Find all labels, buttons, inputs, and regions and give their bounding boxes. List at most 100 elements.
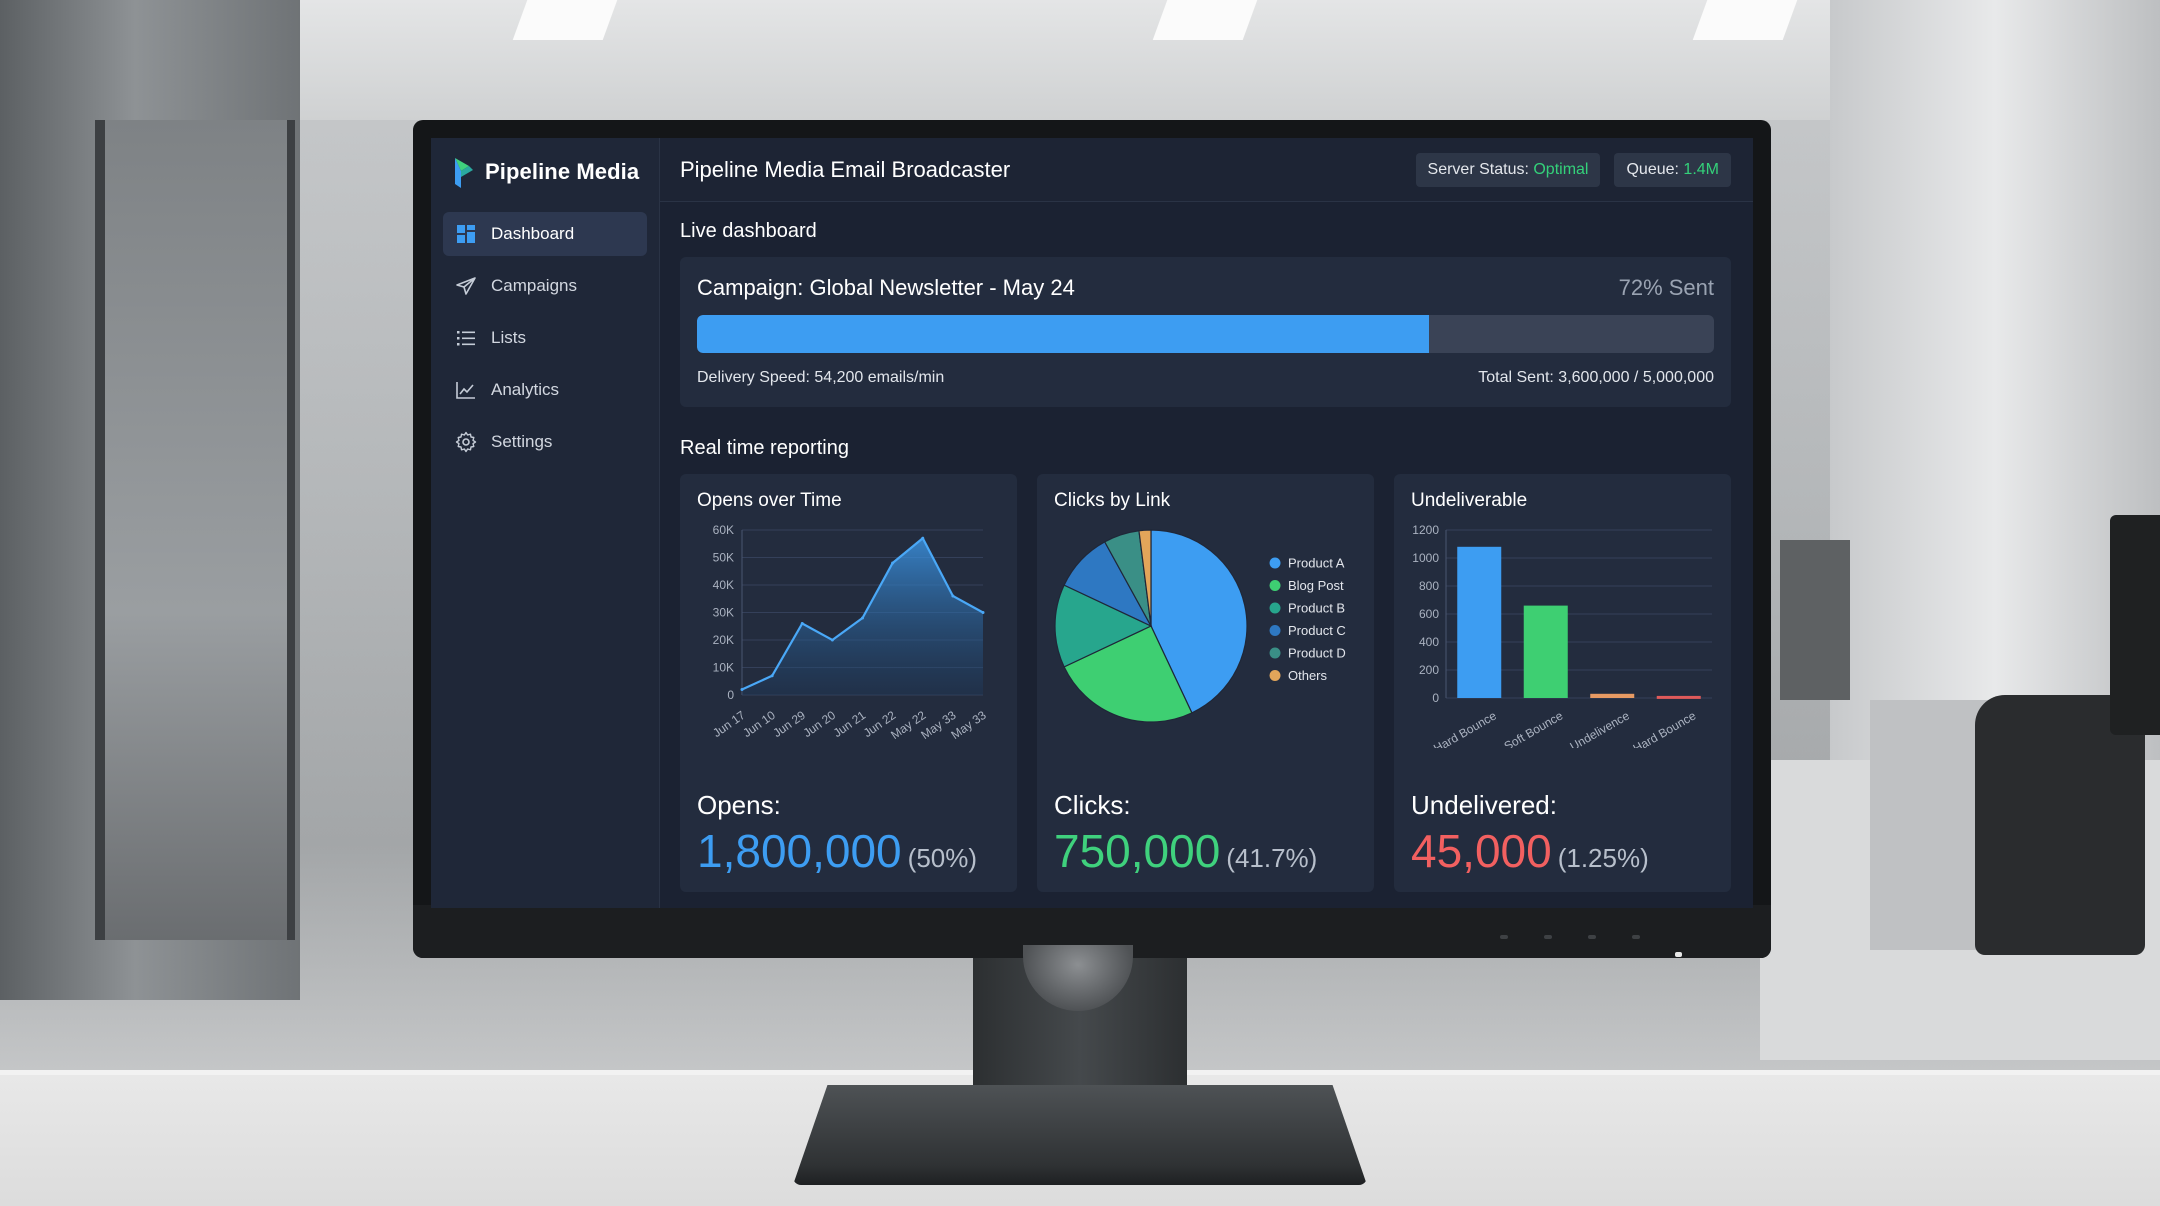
x-tick-label: Jun 21 [831, 708, 869, 740]
total-sent: Total Sent: 3,600,000 / 5,000,000 [1478, 369, 1714, 386]
legend-label: Blog Post [1288, 578, 1344, 593]
clicks-kpi: 750,000 (41.7%) [1054, 824, 1317, 878]
legend-label: Product C [1288, 623, 1346, 638]
legend-swatch [1269, 557, 1281, 569]
x-tick-label: Jun 20 [801, 708, 839, 740]
sidebar-item-label: Campaigns [491, 276, 577, 295]
opens-point [861, 616, 864, 620]
undeliverable-kpi-label: Undelivered: [1411, 790, 1557, 820]
brand-name: Pipeline Media [485, 159, 640, 184]
bar [1523, 605, 1568, 698]
opens-area [742, 538, 983, 695]
sidebar-item-analytics[interactable]: Analytics [443, 368, 647, 412]
pipeline-logo-icon [453, 156, 475, 188]
campaign-title: Campaign: Global Newsletter - May 24 [697, 275, 1075, 300]
background-monitor [1780, 540, 1850, 700]
background-monitor [2110, 515, 2160, 735]
ceiling-light [1692, 0, 1798, 40]
y-tick-label: 10K [713, 661, 734, 675]
opens-kpi: 1,800,000 (50%) [697, 824, 977, 878]
x-tick-label: Hard Bounce [1431, 708, 1499, 748]
background-chair [1975, 695, 2145, 955]
sidebar-item-label: Lists [491, 328, 526, 347]
opens-kpi-label: Opens: [697, 790, 781, 820]
x-tick-label: May 33 [948, 708, 989, 742]
opens-point [891, 561, 895, 565]
app-screen: Pipeline Media Dashboard Campaigns Lists… [431, 138, 1753, 908]
opens-kpi-value: 1,800,000 [697, 825, 902, 877]
legend-swatch [1269, 580, 1281, 591]
background-cabinet [1870, 700, 1990, 950]
brand[interactable]: Pipeline Media [443, 154, 647, 190]
monitor-stand-base [793, 1085, 1367, 1185]
legend-swatch [1269, 670, 1281, 681]
sidebar-item-campaigns[interactable]: Campaigns [443, 264, 647, 308]
bar [1590, 693, 1635, 698]
x-tick-label: Soft Bounce [1502, 708, 1566, 748]
ceiling-light [512, 0, 618, 40]
x-tick-label: Undelivence [1568, 708, 1632, 748]
monitor-button[interactable] [1588, 935, 1596, 939]
opens-point [770, 674, 774, 678]
ceiling-light [1152, 0, 1258, 40]
y-tick-label: 200 [1419, 663, 1439, 677]
opens-card[interactable]: Opens over Time 0 10K 20K 30K 40K 50K 60K Jun 1… [680, 474, 1017, 892]
undeliverable-card[interactable]: Undeliverable 0 200 400 600 800 1000 1200 Hard … [1394, 474, 1731, 892]
queue-badge[interactable]: Queue: 1.4M [1614, 152, 1731, 187]
clicks-pie-chart: Product A Blog Post Product B Product C Prod… [1054, 529, 1346, 723]
pie-slice [1063, 625, 1193, 723]
bar [1656, 695, 1701, 699]
server-status-badge[interactable]: Server Status: Optimal [1415, 152, 1601, 187]
opens-card-title: Opens over Time [697, 490, 842, 511]
campaign-card[interactable]: Campaign: Global Newsletter - May 24 72%… [680, 257, 1731, 407]
delivery-speed: Delivery Speed: 54,200 emails/min [697, 369, 945, 386]
sidebar-item-label: Settings [491, 432, 553, 451]
pie-slice [1138, 529, 1152, 627]
legend-label: Others [1288, 668, 1328, 683]
monitor-button[interactable] [1632, 935, 1640, 939]
y-tick-label: 1200 [1412, 523, 1439, 537]
x-tick-label: Jun 10 [740, 708, 778, 740]
opens-point [800, 622, 804, 625]
status-badges: Server Status: Optimal Queue: 1.4M [1415, 152, 1731, 187]
legend-label: Product D [1288, 646, 1346, 661]
line-chart-icon [455, 379, 477, 401]
legend-swatch [1269, 647, 1281, 659]
y-tick-label: 0 [1432, 691, 1439, 705]
y-tick-label: 40K [713, 578, 734, 592]
dashboard-icon [455, 223, 477, 245]
monitor-button[interactable] [1544, 935, 1552, 939]
monitor-button[interactable] [1500, 935, 1508, 939]
y-tick-label: 20K [713, 633, 734, 647]
opens-point [921, 536, 925, 540]
background-glass-door [95, 120, 295, 940]
y-tick-label: 400 [1419, 635, 1439, 649]
opens-point [830, 638, 834, 642]
paper-plane-icon [455, 275, 477, 297]
opens-kpi-percent: (50%) [907, 843, 978, 873]
campaign-progress-bar [697, 315, 1714, 353]
gear-icon [455, 431, 477, 453]
y-tick-label: 60K [713, 523, 734, 537]
clicks-kpi-label: Clicks: [1054, 790, 1131, 820]
clicks-card[interactable]: Clicks by Link Product A Blog Post Product… [1037, 474, 1374, 892]
list-icon [455, 327, 477, 349]
clicks-kpi-value: 750,000 [1054, 825, 1221, 877]
undeliverable-kpi: 45,000 (1.25%) [1411, 824, 1649, 878]
opens-point [951, 594, 955, 598]
y-tick-label: 0 [727, 688, 734, 702]
undeliverable-card-title: Undeliverable [1411, 490, 1528, 511]
sidebar-item-lists[interactable]: Lists [443, 316, 647, 360]
report-cards: Opens over Time 0 10K 20K 30K 40K 50K 60K Jun 1… [680, 474, 1731, 892]
legend-swatch [1269, 625, 1281, 636]
legend-swatch [1269, 602, 1281, 614]
legend-label: Product A [1288, 556, 1345, 571]
x-tick-label: Hard Bounce [1631, 708, 1699, 748]
sidebar-item-label: Dashboard [491, 224, 575, 243]
sidebar-item-settings[interactable]: Settings [443, 420, 647, 464]
x-tick-label: Jun 29 [770, 708, 808, 740]
sidebar-item-dashboard[interactable]: Dashboard [443, 212, 647, 256]
main-panel: Pipeline Media Email Broadcaster Server … [660, 138, 1753, 908]
real-time-reporting-title: Real time reporting [680, 437, 849, 459]
campaign-progress-fill [697, 315, 1430, 353]
